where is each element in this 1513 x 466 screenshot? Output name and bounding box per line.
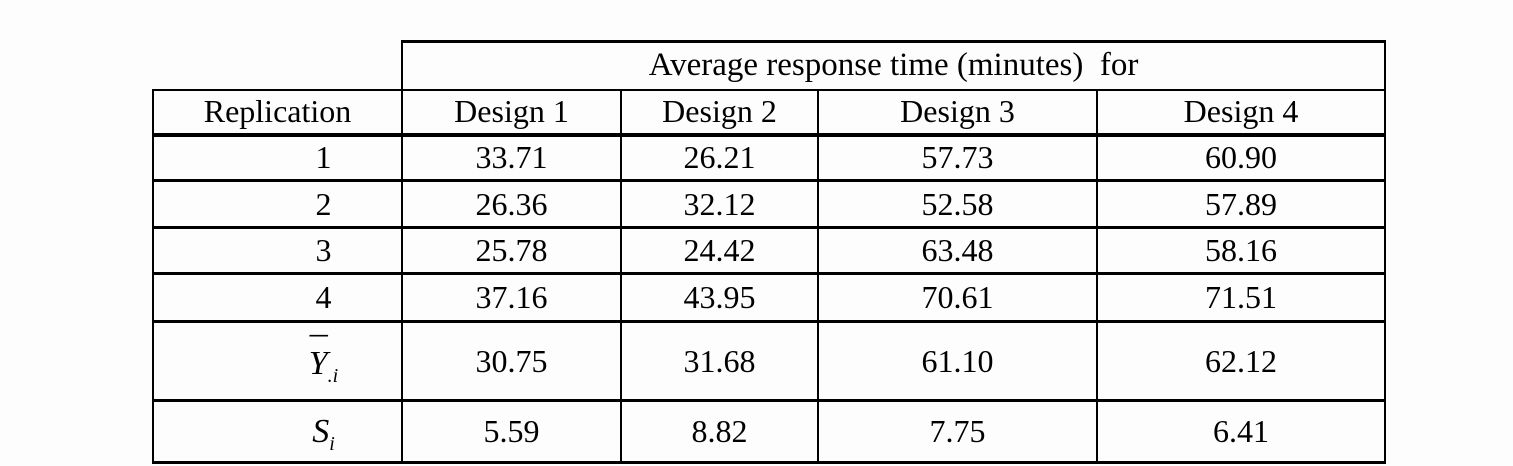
mean-symbol-base: Y [308,344,328,382]
replication-row-1: 1 33.71 26.21 57.73 60.90 [152,133,1387,182]
value-cell: 61.10 [817,320,1098,402]
value-cell: 30.75 [401,320,622,402]
table-title-row: Average response time (minutes) for [153,40,1387,91]
value-cell: 33.71 [401,133,622,182]
value-cell: 37.16 [401,272,622,323]
value-cell: 25.78 [401,226,622,275]
value-cell: 63.48 [817,226,1098,275]
value-cell: 70.61 [817,272,1098,323]
value-cell: 26.21 [620,133,819,182]
row-label-cell: 4 [152,272,403,323]
replication-row-2: 2 26.36 32.12 52.58 57.89 [152,179,1387,229]
value-cell: 52.58 [817,179,1098,229]
response-time-table: Average response time (minutes) for Repl… [152,40,1387,464]
replication-row-3: 3 25.78 24.42 63.48 58.16 [152,226,1387,275]
value-cell: 24.42 [620,226,819,275]
column-header-replication: Replication [152,88,403,137]
column-header-design-4: Design 4 [1095,88,1387,137]
value-cell: 58.16 [1095,226,1387,275]
value-cell: 26.36 [401,179,622,229]
mean-symbol-subscript: .i [327,364,339,387]
value-cell: 57.89 [1095,179,1387,229]
replication-row-4: 4 37.16 43.95 70.61 71.51 [152,272,1387,323]
macron-bar: ¯ [309,329,328,370]
column-header-design-2: Design 2 [620,88,819,137]
value-cell: 31.68 [620,320,819,402]
table-title: Average response time (minutes) for [400,40,1387,91]
column-header-design-1: Design 1 [401,88,622,137]
column-header-row: Replication Design 1 Design 2 Design 3 D… [152,88,1387,137]
sample-stddev-row: Si 5.59 8.82 7.75 6.41 [152,399,1387,464]
value-cell: 43.95 [620,272,819,323]
value-cell: 57.73 [817,133,1098,182]
row-label-cell: Si [152,399,403,464]
row-label-cell: 1 [152,133,403,182]
value-cell: 60.90 [1095,133,1387,182]
value-cell: 8.82 [620,399,819,464]
value-cell: 62.12 [1095,320,1387,402]
value-cell: 5.59 [401,399,622,464]
sd-symbol-base: S [312,413,330,450]
row-label-cell: 2 [152,179,403,229]
value-cell: 71.51 [1095,272,1387,323]
s-stddev-symbol: Si [312,413,335,454]
row-label-cell: ¯ Y.i [152,320,403,402]
value-cell: 7.75 [817,399,1098,464]
sample-mean-row: ¯ Y.i 30.75 31.68 61.10 62.12 [152,320,1387,402]
y-bar-mean-symbol: ¯ Y.i [308,332,338,386]
value-cell: 32.12 [620,179,819,229]
empty-corner-cell [153,42,402,90]
sd-symbol-subscript: i [329,432,335,455]
value-cell: 6.41 [1095,399,1387,464]
column-header-design-3: Design 3 [817,88,1098,137]
row-label-cell: 3 [152,226,403,275]
